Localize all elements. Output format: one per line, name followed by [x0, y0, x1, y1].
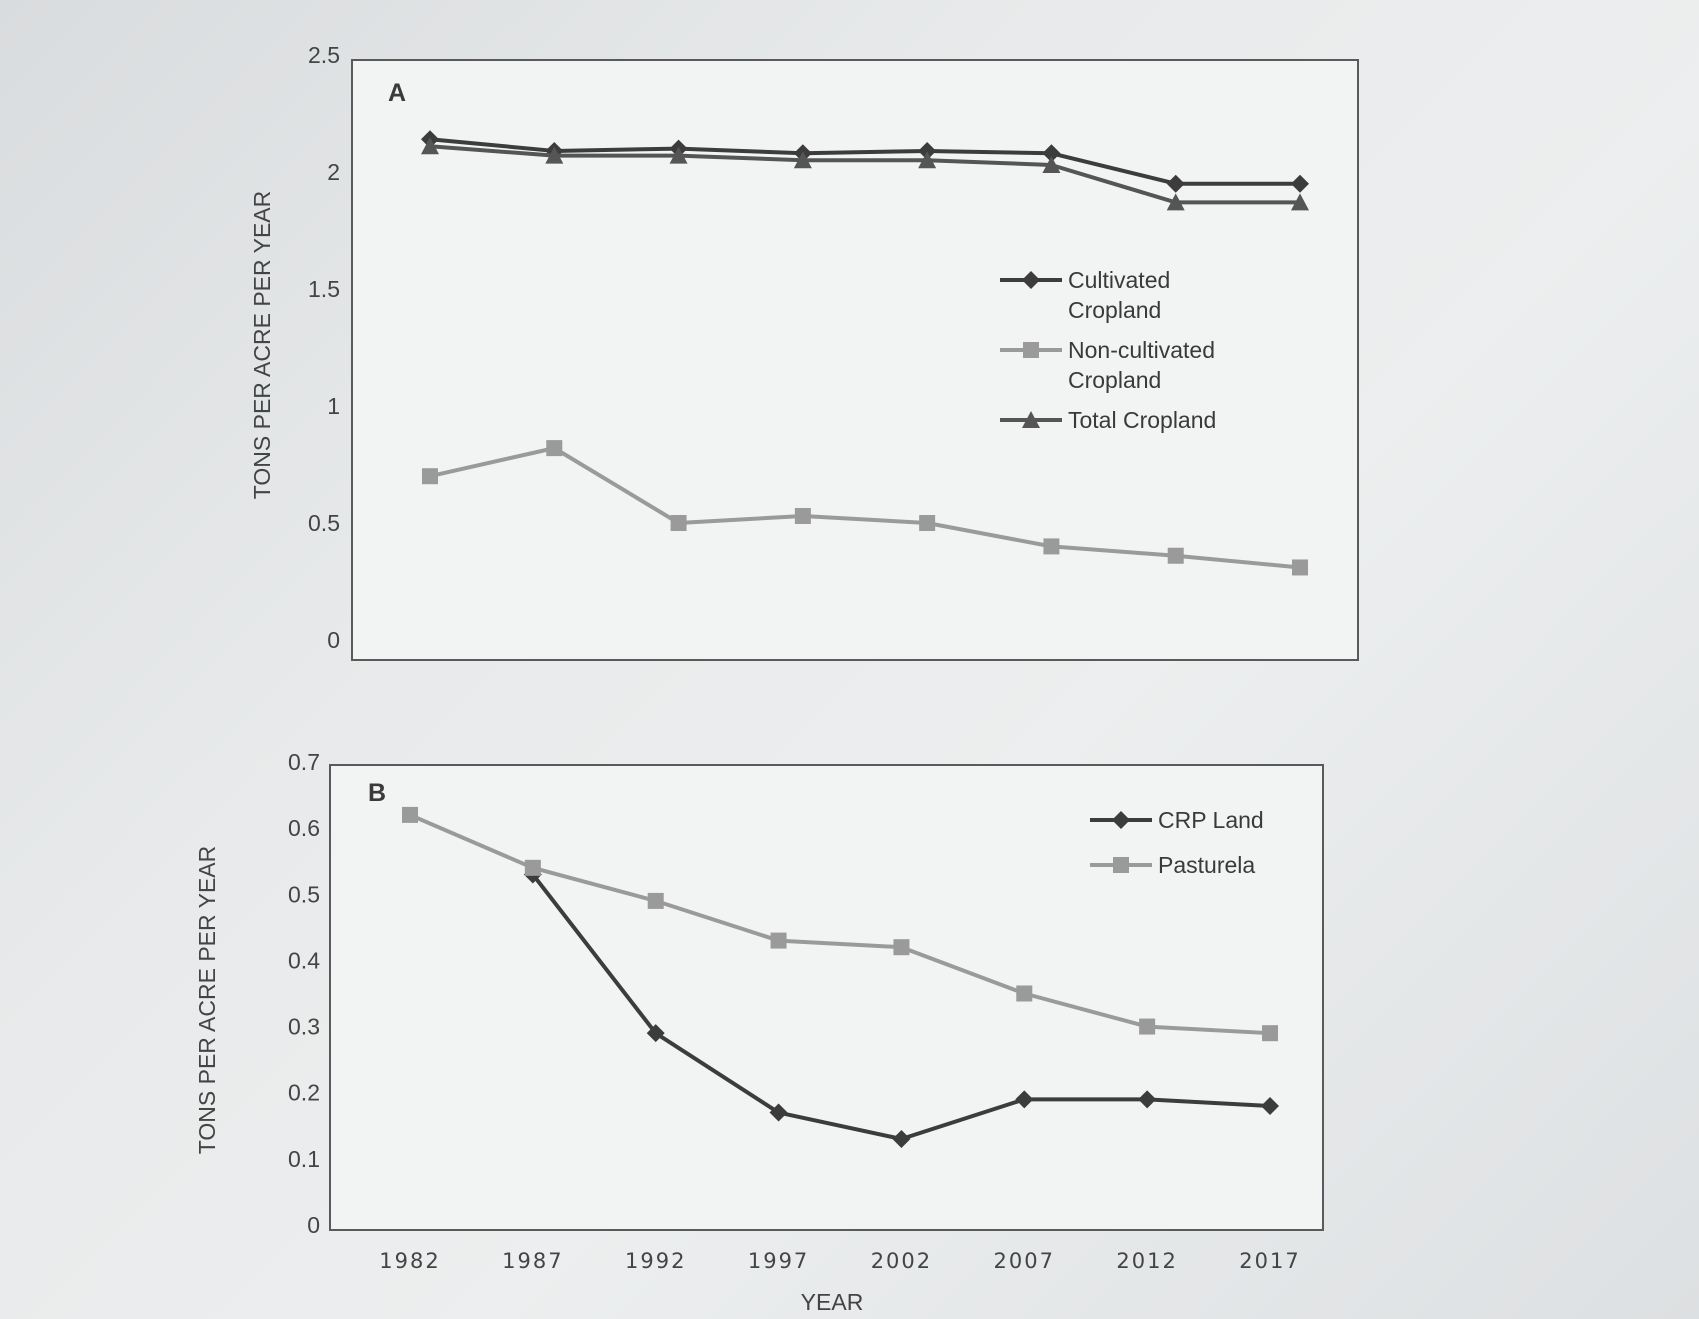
y-tick-label: 1.5	[308, 276, 340, 302]
x-tick-label: 2007	[994, 1249, 1055, 1273]
data-point	[670, 515, 687, 531]
x-tick-label: 1992	[625, 1249, 686, 1273]
y-axis-title: TONS PER ACRE PER YEAR	[194, 846, 220, 1154]
legend-label: Cultivated Cropland	[1068, 267, 1170, 323]
y-tick-label: 0.5	[288, 881, 320, 907]
x-tick-label: 1997	[748, 1249, 809, 1273]
data-point	[1291, 174, 1309, 193]
legend-swatch-marker	[1022, 411, 1040, 428]
y-tick-label: 0	[307, 1212, 320, 1238]
x-tick-label: 1987	[502, 1249, 563, 1273]
data-point	[1166, 174, 1185, 193]
data-point	[1016, 985, 1033, 1002]
data-point	[1015, 1090, 1034, 1109]
panel-label: B	[368, 779, 386, 807]
legend-swatch-marker	[1023, 342, 1039, 358]
y-tick-label: 2	[327, 159, 340, 185]
data-point	[1042, 155, 1061, 173]
legend-swatch-marker	[1022, 271, 1040, 289]
data-point	[793, 151, 812, 169]
data-point	[402, 806, 418, 823]
data-point	[421, 137, 439, 155]
legend-label: Pasturela	[1158, 852, 1255, 878]
data-point	[1291, 193, 1309, 211]
series-line	[429, 446, 1301, 570]
data-point	[919, 515, 936, 531]
y-tick-label: 0.6	[288, 815, 320, 841]
data-point	[669, 146, 688, 164]
data-point	[794, 507, 811, 524]
x-tick-label: 2012	[1116, 1249, 1177, 1273]
data-point	[646, 1024, 665, 1043]
y-tick-label: 0.4	[288, 947, 320, 973]
y-tick-label: 0.1	[288, 1146, 320, 1172]
data-point	[918, 141, 937, 160]
y-tick-label: 0.2	[288, 1080, 320, 1106]
data-point	[545, 146, 564, 164]
y-tick-label: 0	[327, 627, 340, 653]
data-point	[524, 859, 541, 876]
series-line	[429, 137, 1300, 186]
x-tick-label: 1982	[379, 1249, 440, 1273]
data-point	[546, 440, 563, 457]
series-line	[429, 144, 1300, 205]
series-line	[409, 813, 1271, 1036]
legend: Cultivated Cropland Non-cultivated Cropland…	[1000, 267, 1216, 433]
data-point	[1262, 1025, 1278, 1042]
x-axis-title: YEAR	[801, 1289, 864, 1315]
y-axis-title: TONS PER ACRE PER YEAR	[249, 191, 275, 499]
data-point	[1138, 1090, 1157, 1109]
data-point	[893, 939, 910, 956]
data-point	[1167, 547, 1184, 564]
legend: CRP Land Pasturela	[1090, 807, 1264, 878]
y-tick-label: 1	[327, 393, 340, 419]
y-tick-label: 0.3	[288, 1014, 320, 1040]
data-point	[1043, 538, 1060, 555]
legend-swatch-marker	[1113, 857, 1129, 873]
plot-area-frame	[329, 764, 1324, 1231]
x-tick-label: 2017	[1239, 1249, 1300, 1273]
y-tick-label: 0.7	[288, 749, 320, 775]
data-point	[1261, 1096, 1279, 1115]
y-tick-label: 2.5	[308, 42, 340, 68]
data-point	[1042, 144, 1061, 163]
x-tick-label: 2002	[871, 1249, 932, 1273]
panel-label: A	[388, 79, 406, 107]
legend-label: Non-cultivated Cropland	[1068, 337, 1215, 393]
chart-panel-b: 0 0.1 0.2 0.3 0.4 0.5 0.6 0.7 TONS PER ACRE PER …	[194, 749, 1324, 1315]
data-point	[769, 1103, 788, 1122]
legend-label: CRP Land	[1158, 807, 1264, 833]
data-point	[647, 892, 664, 909]
legend-label: Total Cropland	[1068, 407, 1216, 433]
chart-panel-a: 0 0.5 1 1.5 2 2.5 TONS PER ACRE PER YEAR A Culti…	[249, 42, 1359, 661]
data-point	[1166, 193, 1185, 211]
data-point	[918, 151, 937, 169]
legend-swatch-marker	[1112, 811, 1130, 829]
data-point	[892, 1130, 911, 1149]
data-point	[422, 468, 438, 485]
data-point	[1292, 559, 1308, 576]
data-point	[1139, 1018, 1156, 1035]
data-point	[770, 932, 787, 949]
y-tick-label: 0.5	[308, 510, 340, 536]
